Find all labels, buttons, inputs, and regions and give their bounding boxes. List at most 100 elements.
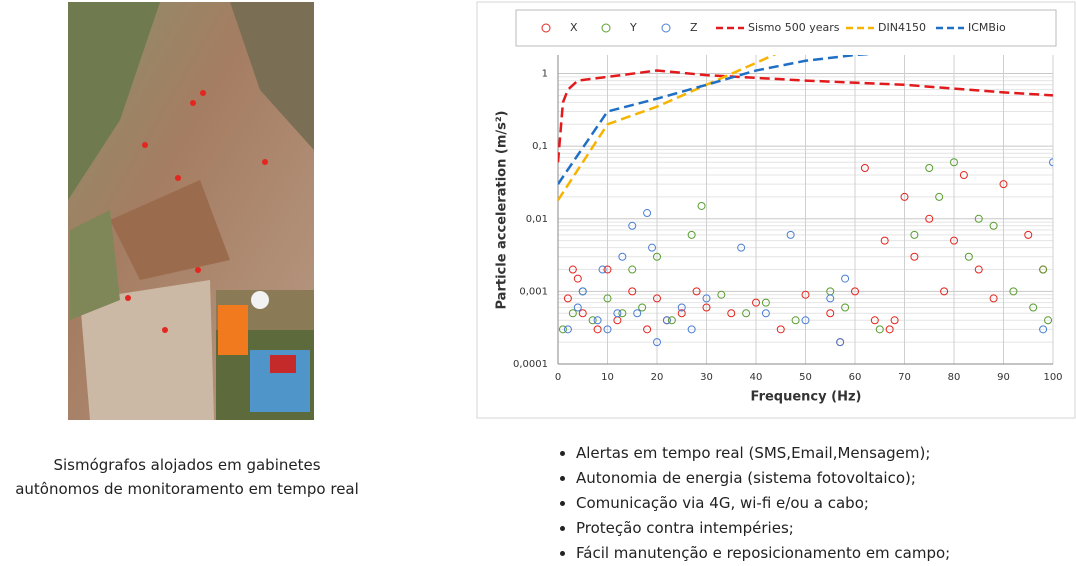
- legend-label: Sismo 500 years: [748, 21, 840, 34]
- y-axis-title: Particle acceleration (m/s²): [495, 111, 510, 310]
- scatter-point: [974, 265, 983, 274]
- scatter-point: [761, 309, 770, 318]
- scatter-point: [890, 316, 899, 325]
- x-tick-label: 50: [799, 372, 812, 383]
- scatter-point: [578, 287, 587, 296]
- scatter-point: [603, 265, 612, 274]
- scatter-point: [628, 221, 637, 230]
- scatter-point: [628, 287, 637, 296]
- scatter-point: [950, 158, 958, 167]
- bullet-item: Alertas em tempo real (SMS,Email,Mensage…: [576, 441, 950, 466]
- scatter-point: [885, 325, 894, 334]
- scatter-point: [618, 309, 627, 318]
- y-tick-label: 0,001: [519, 286, 548, 297]
- scatter-point: [573, 303, 582, 312]
- y-tick-label: 0,01: [526, 214, 548, 225]
- scatter-point: [752, 298, 760, 307]
- image-caption: Sismógrafos alojados em gabinetes autôno…: [0, 453, 374, 501]
- scatter-point: [702, 294, 711, 303]
- scatter-point: [776, 325, 785, 334]
- legend-marker: [661, 23, 671, 33]
- scatter-point: [801, 316, 810, 325]
- scatter-point: [1039, 325, 1048, 334]
- x-axis-title: Frequency (Hz): [751, 390, 862, 405]
- scatter-point: [880, 236, 889, 245]
- scatter-point: [697, 201, 706, 210]
- legend-label: X: [570, 21, 578, 34]
- scatter-point: [870, 316, 879, 325]
- feature-list: Alertas em tempo real (SMS,Email,Mensage…: [558, 441, 950, 566]
- bullet-item: Proteção contra intempéries;: [576, 516, 950, 541]
- scatter-point: [959, 171, 968, 180]
- x-tick-label: 80: [948, 372, 961, 383]
- legend-label: Z: [690, 21, 698, 34]
- legend-label: Y: [629, 21, 637, 34]
- scatter-point: [737, 243, 746, 252]
- scatter-point: [999, 180, 1008, 189]
- scatter-point: [628, 265, 637, 274]
- scatter-point: [568, 309, 577, 318]
- legend: X Y Z Sismo 500 years DIN4150 ICMBio: [541, 21, 1006, 34]
- y-tick-label: 0,1: [532, 141, 548, 152]
- scatter-point: [910, 252, 919, 261]
- scatter-point: [786, 230, 795, 239]
- x-tick-label: 30: [700, 372, 713, 383]
- legend-marker: [601, 23, 611, 33]
- scatter-point: [841, 274, 850, 283]
- bullet-item: Comunicação via 4G, wi-fi e/ou a cabo;: [576, 491, 950, 516]
- scatter-point: [875, 325, 884, 334]
- scatter-point: [643, 325, 652, 334]
- scatter-point: [677, 309, 686, 318]
- site-photo: [68, 2, 314, 420]
- scatter-point: [593, 325, 602, 334]
- scatter-point: [702, 303, 711, 312]
- legend-label: ICMBio: [968, 21, 1006, 34]
- x-tick-label: 90: [997, 372, 1010, 383]
- scatter-point: [677, 303, 686, 312]
- scatter-point: [826, 309, 835, 318]
- scatter-point: [633, 309, 642, 318]
- caption-line: autônomos de monitoramento em tempo real: [15, 480, 359, 498]
- scatter-point: [791, 316, 800, 325]
- legend-box: [515, 9, 1057, 47]
- scatter-point: [761, 298, 770, 307]
- scatter-point: [801, 290, 810, 299]
- scatter-point: [989, 294, 998, 303]
- x-tick-label: 60: [849, 372, 862, 383]
- scatter-point: [638, 303, 647, 312]
- scatter-point: [1024, 230, 1033, 239]
- scatter-point: [643, 209, 652, 218]
- limit-line: [558, 55, 777, 201]
- scatter-point: [653, 338, 661, 347]
- scatter-point: [648, 243, 657, 252]
- scatter-point: [603, 294, 612, 303]
- legend-marker: [541, 23, 551, 33]
- x-tick-label: 10: [601, 372, 614, 383]
- x-tick-label: 40: [750, 372, 763, 383]
- scatter-point: [1029, 303, 1038, 312]
- scatter-point: [974, 214, 983, 223]
- scatter-point: [836, 338, 845, 347]
- scatter-point: [653, 294, 661, 303]
- limit-line: [558, 69, 1053, 163]
- scatter-point: [950, 236, 958, 245]
- y-tick-label: 1: [542, 69, 548, 80]
- scatter-point: [935, 192, 944, 201]
- scatter-point: [964, 252, 973, 261]
- scatter-point: [910, 230, 919, 239]
- scatter-point: [727, 309, 736, 318]
- scatter-point: [1009, 287, 1018, 296]
- scatter-point: [618, 252, 627, 261]
- scatter-point: [588, 316, 597, 325]
- y-tick-label: 0,0001: [513, 359, 548, 370]
- scatter-point: [687, 230, 696, 239]
- series-layer: [558, 55, 1053, 347]
- caption-line: Sismógrafos alojados em gabinetes: [53, 456, 321, 474]
- scatter-point: [563, 294, 572, 303]
- scatter-point: [1049, 158, 1053, 167]
- scatter-point: [925, 164, 934, 173]
- scatter-point: [563, 325, 572, 334]
- x-tick-label: 70: [898, 372, 911, 383]
